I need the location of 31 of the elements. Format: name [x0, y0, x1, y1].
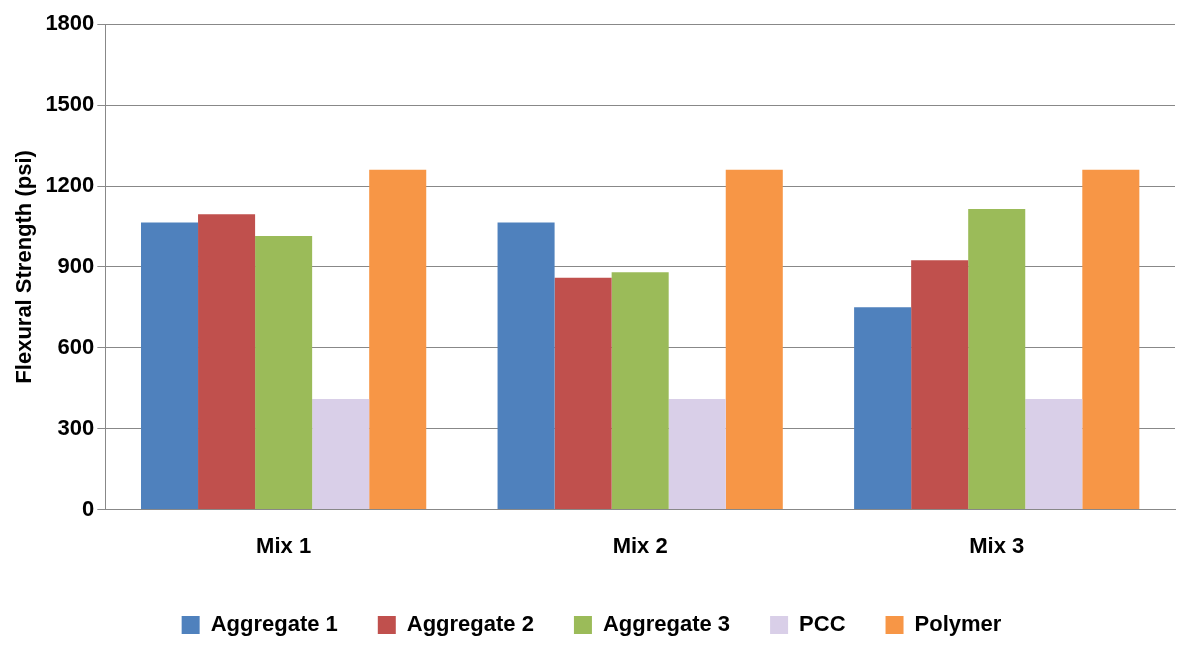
bar — [312, 399, 370, 510]
legend-label: PCC — [799, 611, 846, 637]
bar — [255, 235, 313, 510]
x-tick-label: Mix 3 — [969, 532, 1025, 558]
y-tick-label: 1200 — [45, 172, 95, 198]
bar — [369, 169, 427, 510]
bar — [968, 208, 1026, 510]
y-tick-label: 900 — [57, 252, 95, 278]
bar — [141, 222, 199, 510]
bar — [1082, 169, 1140, 510]
y-tick-label: 300 — [57, 414, 95, 440]
bar — [554, 277, 612, 510]
bar — [725, 169, 783, 510]
legend-label: Polymer — [914, 611, 1002, 637]
y-axis-title: Flexural Strength (psi) — [11, 150, 37, 384]
y-tick-label: 1800 — [45, 10, 95, 36]
legend-label: Aggregate 1 — [210, 611, 338, 637]
bar — [911, 260, 969, 510]
x-tick-label: Mix 2 — [612, 532, 668, 558]
bar — [1025, 399, 1083, 510]
bar — [854, 307, 912, 510]
bar — [497, 222, 555, 510]
y-tick-label: 1500 — [45, 91, 95, 117]
bar — [611, 272, 669, 510]
legend-label: Aggregate 3 — [602, 611, 731, 637]
y-tick-label: 0 — [82, 495, 95, 521]
bar — [198, 214, 256, 510]
x-tick-label: Mix 1 — [256, 532, 312, 558]
legend-label: Aggregate 2 — [406, 611, 534, 637]
y-tick-label: 600 — [57, 333, 95, 359]
bar — [668, 399, 726, 510]
